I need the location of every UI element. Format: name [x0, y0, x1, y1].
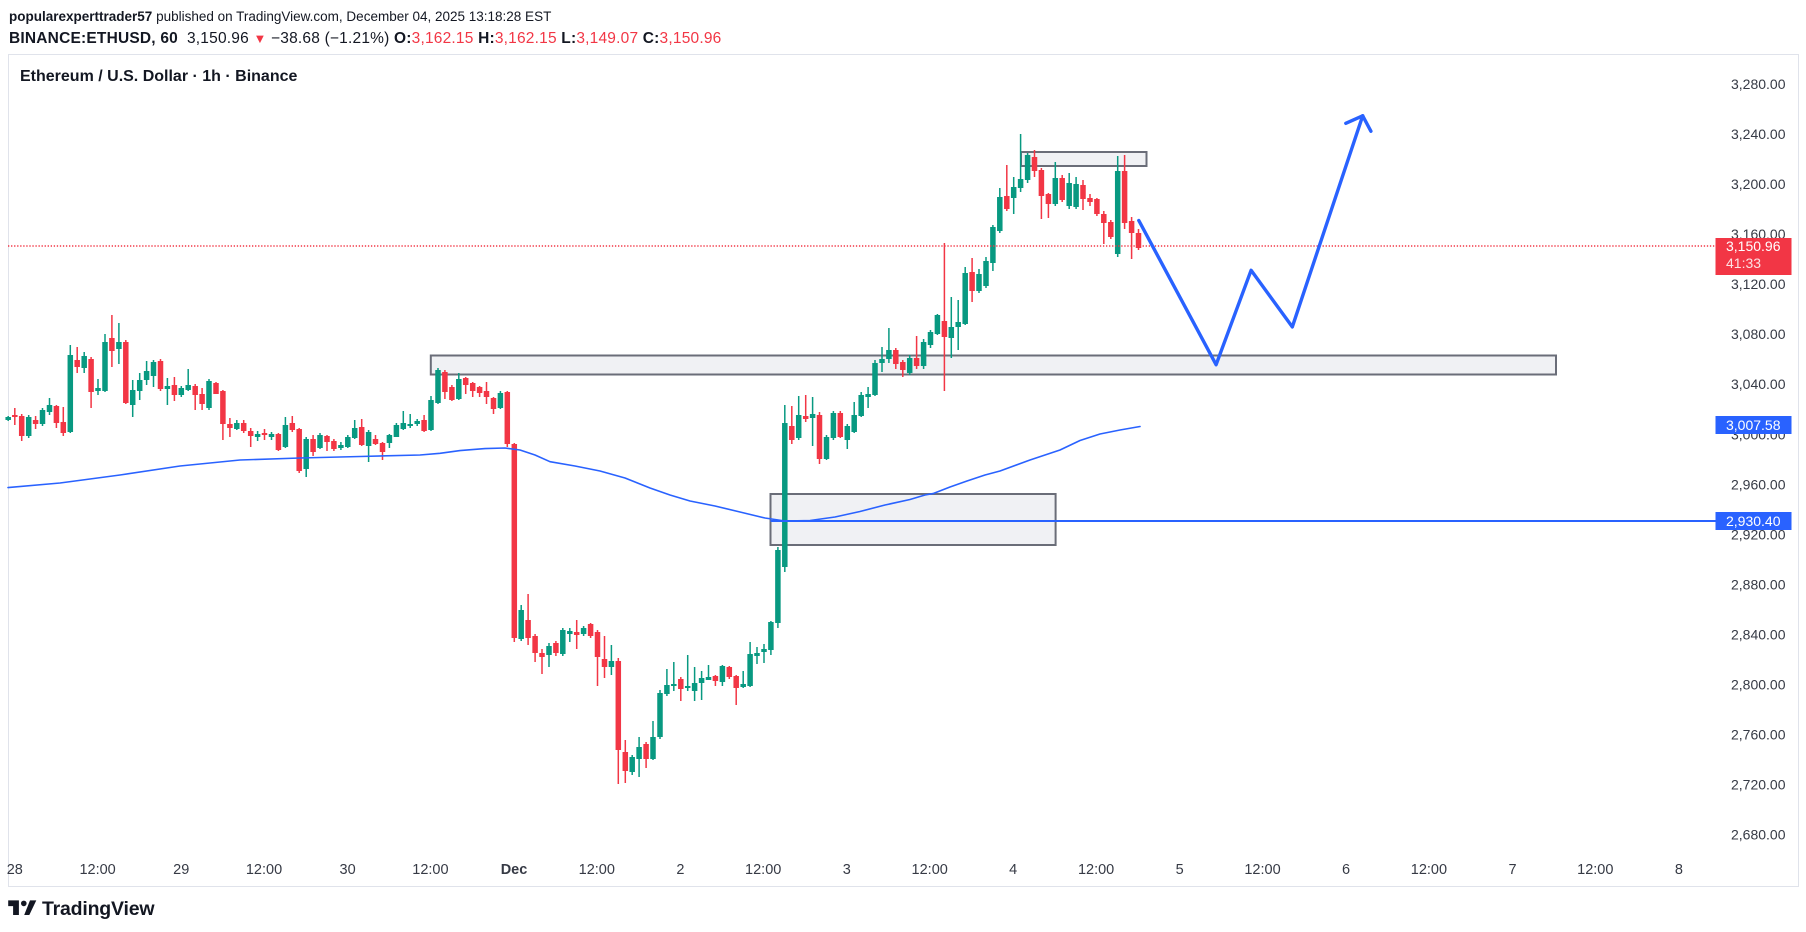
svg-text:29: 29	[173, 862, 189, 878]
svg-text:30: 30	[340, 862, 356, 878]
svg-text:2,840.00: 2,840.00	[1731, 626, 1786, 642]
svg-text:12:00: 12:00	[412, 862, 448, 878]
svg-text:8: 8	[1675, 862, 1683, 878]
svg-text:2,720.00: 2,720.00	[1731, 777, 1786, 793]
svg-text:3,007.58: 3,007.58	[1726, 417, 1781, 433]
svg-text:12:00: 12:00	[1078, 862, 1114, 878]
svg-text:3,200.00: 3,200.00	[1731, 176, 1786, 192]
svg-text:2,800.00: 2,800.00	[1731, 677, 1786, 693]
svg-text:12:00: 12:00	[246, 862, 282, 878]
svg-text:4: 4	[1009, 862, 1017, 878]
svg-text:3,280.00: 3,280.00	[1731, 76, 1786, 92]
svg-text:28: 28	[7, 862, 23, 878]
svg-text:12:00: 12:00	[745, 862, 781, 878]
svg-text:5: 5	[1176, 862, 1184, 878]
svg-text:3,120.00: 3,120.00	[1731, 276, 1786, 292]
svg-text:6: 6	[1342, 862, 1350, 878]
svg-text:7: 7	[1508, 862, 1516, 878]
svg-text:2,760.00: 2,760.00	[1731, 727, 1786, 743]
svg-text:12:00: 12:00	[1244, 862, 1280, 878]
svg-text:12:00: 12:00	[579, 862, 615, 878]
svg-text:3,240.00: 3,240.00	[1731, 126, 1786, 142]
svg-text:3,080.00: 3,080.00	[1731, 326, 1786, 342]
svg-text:3,040.00: 3,040.00	[1731, 376, 1786, 392]
svg-text:TradingView: TradingView	[42, 898, 155, 920]
svg-text:3,150.96: 3,150.96	[1726, 238, 1781, 254]
svg-text:12:00: 12:00	[912, 862, 948, 878]
svg-text:3: 3	[843, 862, 851, 878]
svg-text:12:00: 12:00	[1411, 862, 1447, 878]
svg-text:41:33: 41:33	[1726, 255, 1761, 271]
svg-text:2,680.00: 2,680.00	[1731, 827, 1786, 843]
svg-text:2,960.00: 2,960.00	[1731, 476, 1786, 492]
svg-text:12:00: 12:00	[79, 862, 115, 878]
svg-text:2,930.40: 2,930.40	[1726, 513, 1781, 529]
svg-text:Dec: Dec	[501, 862, 528, 878]
svg-text:2: 2	[676, 862, 684, 878]
svg-text:12:00: 12:00	[1577, 862, 1613, 878]
svg-text:2,920.00: 2,920.00	[1731, 526, 1786, 542]
svg-text:2,880.00: 2,880.00	[1731, 576, 1786, 592]
